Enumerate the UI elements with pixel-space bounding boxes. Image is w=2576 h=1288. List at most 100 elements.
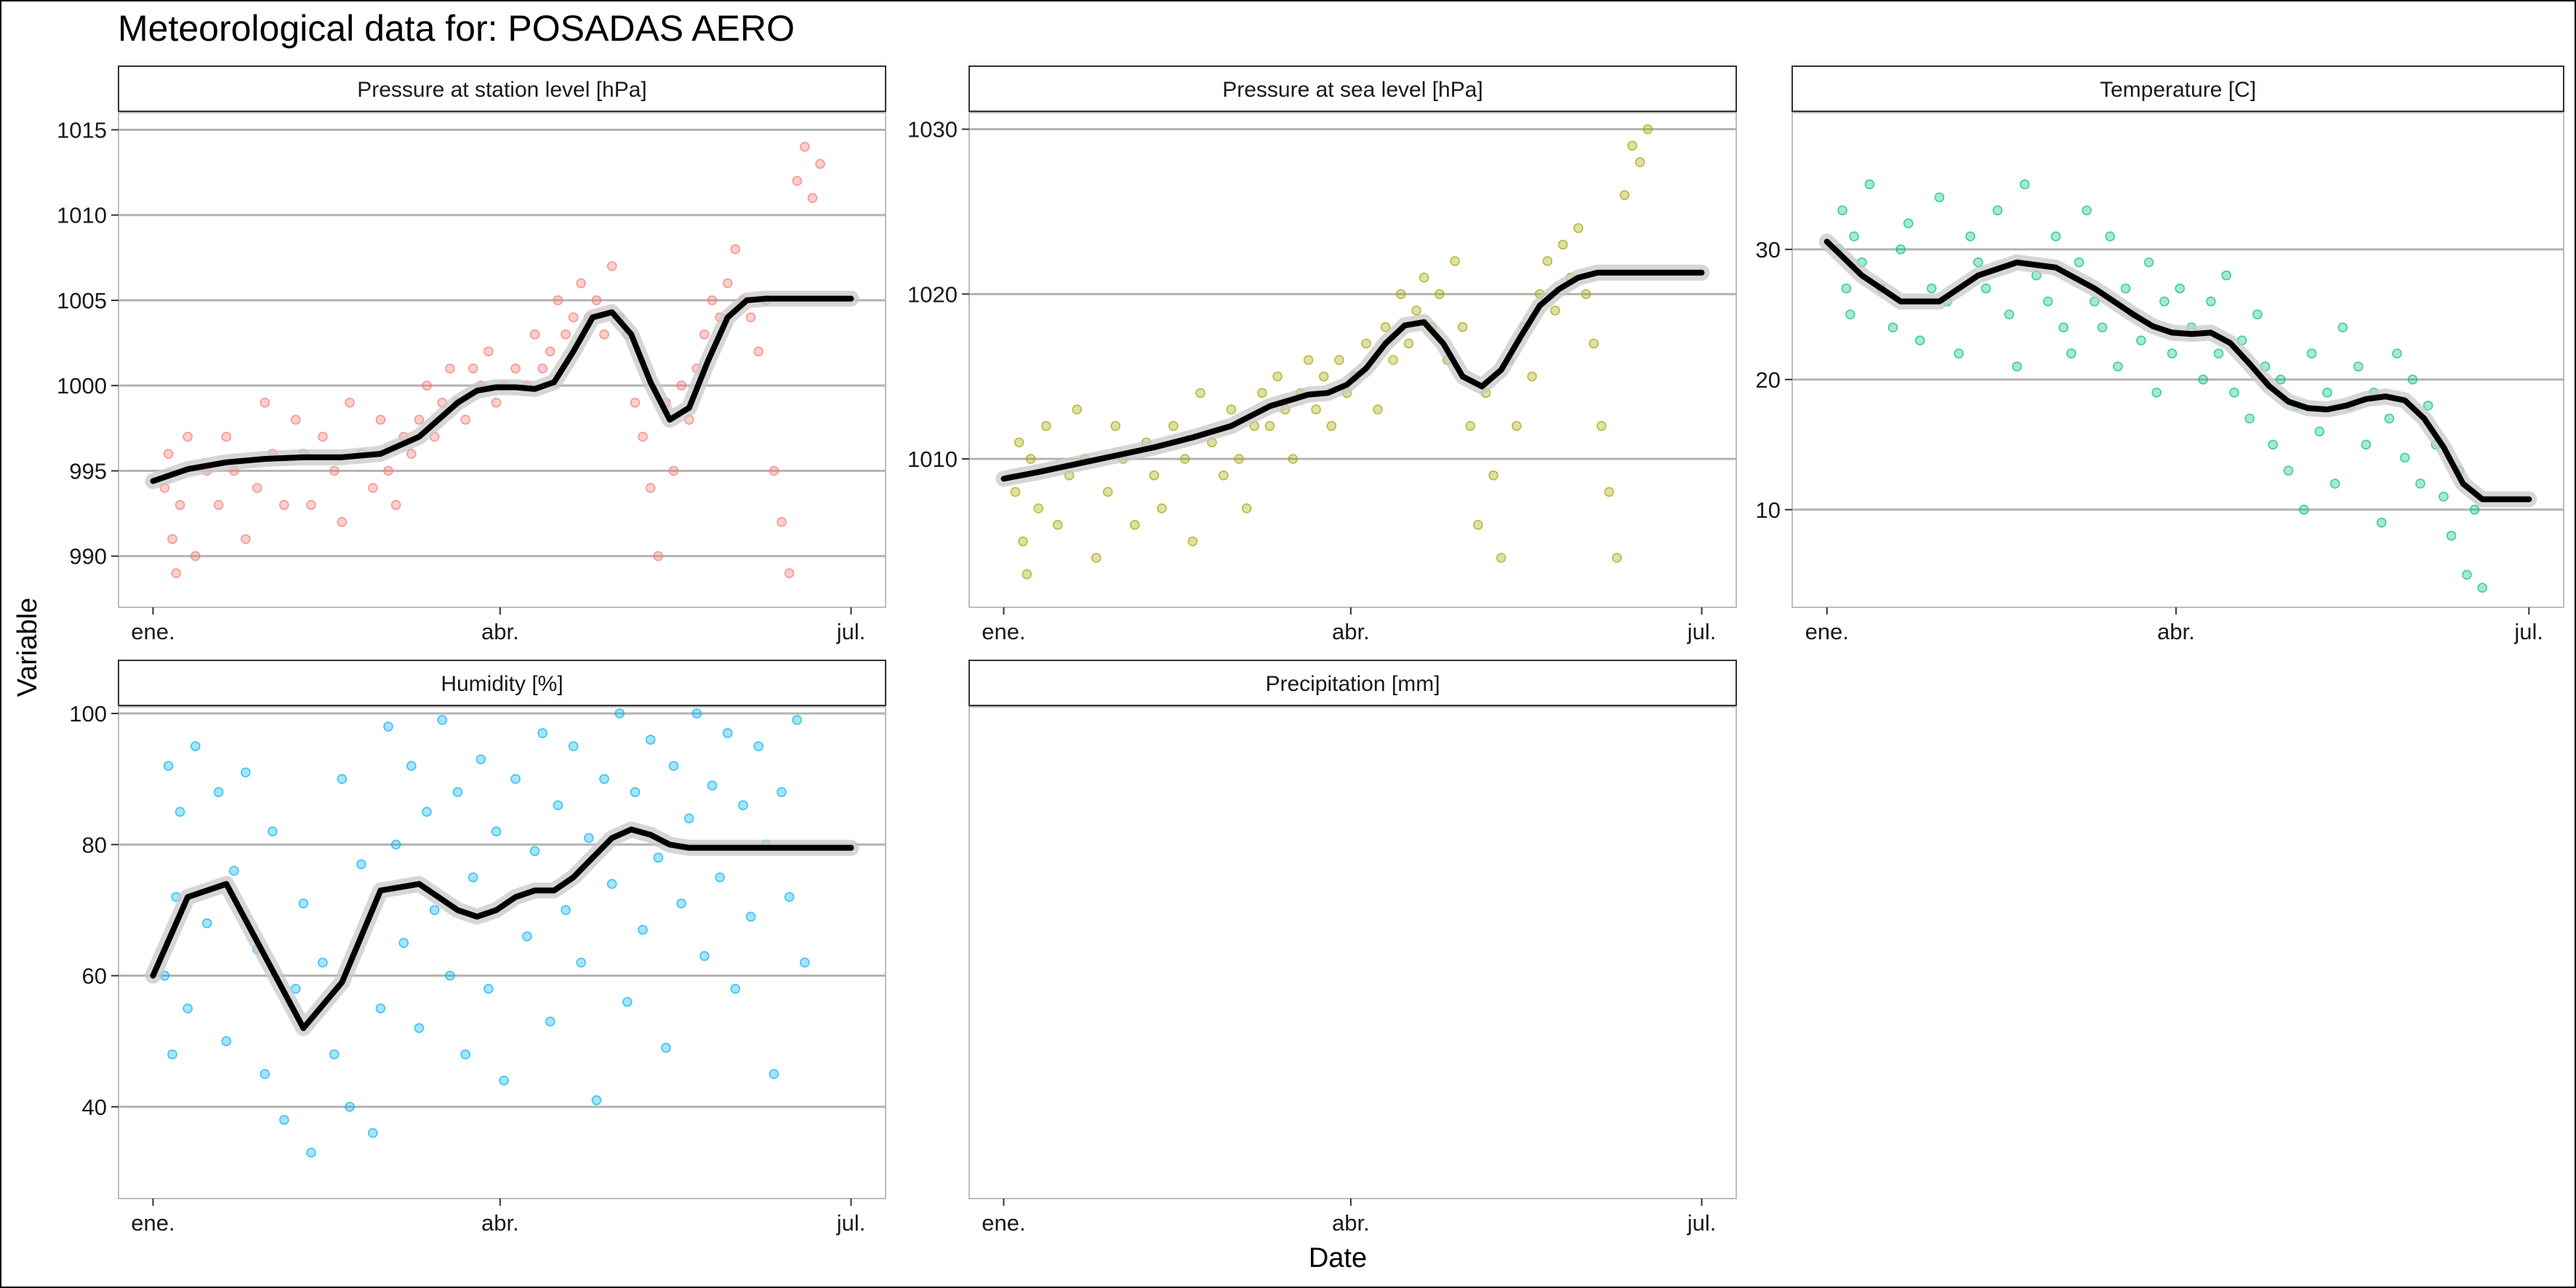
data-point	[422, 380, 432, 391]
data-point	[537, 363, 547, 374]
data-point	[630, 397, 641, 408]
data-point	[260, 1068, 270, 1079]
data-point	[290, 415, 301, 425]
y-tick-label: 1000	[57, 373, 107, 399]
data-point	[522, 931, 532, 942]
strip-box	[1791, 65, 2564, 112]
strip-box	[968, 660, 1737, 706]
data-point	[1157, 503, 1167, 513]
y-tick-label: 80	[82, 832, 107, 857]
y-tick-label: 1030	[907, 117, 958, 143]
data-point	[2058, 322, 2069, 333]
data-point	[406, 449, 417, 459]
data-point	[2330, 479, 2340, 489]
data-point	[345, 1102, 355, 1112]
data-point	[1102, 487, 1113, 497]
data-point	[383, 721, 393, 732]
data-point	[1473, 519, 1483, 530]
y-tick-label: 1010	[57, 203, 107, 228]
data-point	[661, 1042, 671, 1053]
data-point	[268, 826, 278, 837]
data-point	[792, 715, 803, 725]
data-point	[792, 176, 803, 186]
data-point	[1954, 348, 1964, 359]
x-tick-label: ene.	[131, 619, 174, 644]
data-point	[329, 465, 340, 476]
data-point	[1837, 205, 1847, 215]
data-point	[1303, 355, 1314, 365]
data-point	[279, 500, 289, 511]
data-point	[468, 363, 478, 374]
strip-label: Temperature [C]	[2100, 78, 2256, 102]
data-point	[2446, 530, 2457, 541]
data-point	[476, 754, 486, 764]
data-point	[738, 800, 748, 810]
data-point	[1965, 231, 1975, 241]
data-point	[182, 1003, 193, 1014]
panel-1: Pressure at station level [hPa] ene. abr. j…	[57, 65, 886, 644]
data-point	[2020, 179, 2030, 190]
data-point	[645, 735, 656, 745]
data-point	[2276, 375, 2286, 385]
data-point	[1025, 454, 1036, 464]
data-point	[1052, 519, 1063, 530]
data-point	[2314, 426, 2324, 437]
data-point	[252, 483, 262, 493]
data-point	[537, 728, 547, 738]
y-tick-label: 20	[1756, 367, 1781, 393]
data-point	[699, 329, 710, 340]
data-point	[684, 813, 694, 823]
data-point	[2113, 361, 2123, 372]
data-point	[2423, 400, 2433, 411]
data-point	[163, 761, 174, 771]
data-point	[1845, 309, 1855, 320]
data-point	[1915, 335, 1925, 345]
data-point	[1927, 283, 1937, 294]
data-point	[318, 431, 328, 442]
data-point	[422, 807, 432, 817]
data-point	[576, 278, 586, 289]
data-point	[1010, 487, 1021, 497]
data-point	[800, 957, 810, 968]
data-point	[2244, 413, 2255, 424]
data-point	[260, 397, 270, 408]
smooth-line	[150, 295, 854, 484]
data-point	[1396, 289, 1406, 300]
data-point	[383, 465, 393, 476]
data-point	[1072, 404, 1083, 415]
data-point	[2399, 452, 2410, 463]
data-point	[1596, 420, 1607, 431]
y-tick-label: 1015	[57, 117, 107, 143]
x-tick-label: jul.	[1687, 619, 1717, 644]
data-point	[2213, 348, 2224, 359]
data-point	[2151, 387, 2162, 398]
data-point	[1091, 553, 1102, 563]
data-point	[1149, 470, 1160, 481]
data-point	[329, 1049, 340, 1060]
data-point	[2338, 322, 2348, 333]
data-point	[1257, 388, 1267, 399]
data-point	[1033, 503, 1043, 513]
x-axis-title: Date	[1309, 1243, 1367, 1273]
data-point	[1380, 321, 1391, 332]
x-tick-label: abr.	[481, 619, 519, 644]
data-point	[306, 1148, 316, 1158]
smooth-line	[150, 826, 854, 1031]
data-point	[1264, 420, 1275, 431]
data-point	[614, 708, 625, 719]
data-point	[1195, 388, 1205, 399]
x-tick-label: ene.	[131, 1210, 174, 1236]
data-point	[318, 957, 328, 968]
data-point	[545, 346, 555, 357]
data-point	[715, 872, 725, 883]
x-tick-label: ene.	[1805, 619, 1849, 644]
data-point	[229, 865, 239, 876]
data-point	[2376, 517, 2387, 528]
data-point	[553, 295, 563, 305]
data-point	[2469, 505, 2480, 515]
data-point	[1234, 454, 1244, 464]
data-point	[622, 996, 633, 1007]
data-point	[1334, 355, 1344, 365]
data-point	[2206, 296, 2216, 307]
data-point	[491, 397, 502, 408]
